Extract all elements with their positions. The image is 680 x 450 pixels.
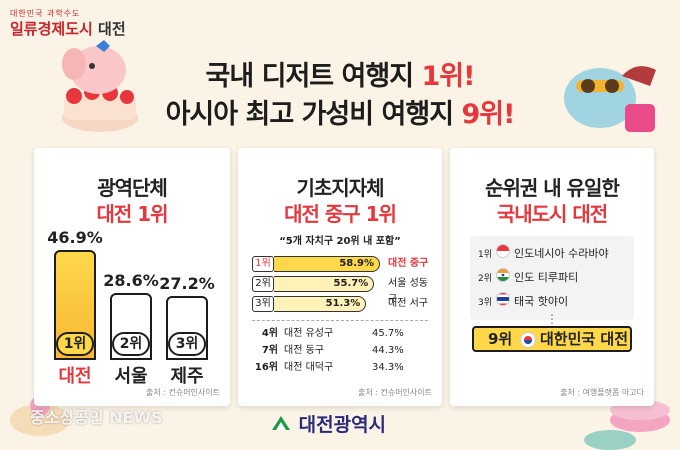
- category-label: 제주: [170, 366, 204, 387]
- card2-title-line2: 대전 중구 1위: [284, 202, 397, 226]
- card1-title-line2: 대전 1위: [96, 202, 168, 226]
- rank-label: 16위: [254, 362, 278, 373]
- country-row: 1위 인도네시아 수라바야: [478, 244, 609, 263]
- value-label: 44.3%: [372, 345, 404, 356]
- category-label: 서울: [114, 366, 148, 387]
- city-name: 인도 티루파티: [514, 270, 579, 284]
- rank-label: 7위: [261, 345, 278, 356]
- card3-title-line2: 국내도시 대전: [496, 202, 608, 226]
- card-local-government: 기초지자체 대전 중구 1위 “5개 자치구 20위 내 포함” 1위 58.9%…: [238, 148, 442, 406]
- thailand-flag-icon: [496, 292, 510, 311]
- value-bar: 58.9%: [274, 256, 381, 272]
- news-watermark: 중소상공인 NEWS: [30, 408, 163, 427]
- daejeon-city-logo: 대전광역시: [270, 410, 386, 437]
- district-name: 서울 성동구: [388, 278, 428, 305]
- headline-line-2-text: 아시아 최고 가성비 여행지: [165, 99, 454, 130]
- ranking-row: 4위 대전 유성구 45.7%: [254, 326, 434, 342]
- ranking-row: 3위 51.3% 대전 서구: [252, 296, 436, 312]
- value-label: 34.3%: [372, 362, 404, 373]
- district-name: 대전 대덕구: [284, 362, 334, 373]
- rank-label: 3위: [252, 296, 274, 312]
- value-label: 45.7%: [372, 328, 404, 339]
- card2-divider: [252, 320, 428, 321]
- ranking-row: 7위 대전 동구 44.3%: [254, 343, 434, 359]
- rank-label: 2위: [478, 273, 493, 284]
- ranking-row: 1위 58.9% 대전 중구: [252, 256, 436, 272]
- district-name: 대전 동구: [284, 345, 324, 356]
- ranking-row: 2위 55.7% 서울 성동구: [252, 276, 436, 305]
- card3-highlight-rank: 9위: [488, 330, 513, 348]
- rank-label: 3위: [478, 297, 493, 308]
- card3-highlight-name: 대한민국 대전: [540, 330, 629, 348]
- daejeon-city-logo-text: 대전광역시: [298, 414, 387, 436]
- brand-logo: 일류경제도시 대전: [10, 18, 126, 39]
- value-bar: 51.3%: [274, 296, 367, 312]
- india-flag-icon: [496, 268, 510, 287]
- rank-label: 1위: [252, 256, 274, 272]
- card2-subtitle: “5개 자치구 20위 내 포함”: [279, 236, 401, 247]
- rank-badge: 2위: [112, 332, 150, 356]
- ranking-row: 16위 대전 대덕구 34.3%: [254, 360, 434, 376]
- rank-badge: 1위: [56, 332, 94, 356]
- card2-source: 출처 : 컨슈머인사이트: [357, 388, 432, 397]
- brand-city: 대전: [98, 20, 126, 38]
- card3-title-line1: 순위권 내 유일한: [485, 176, 620, 200]
- country-row: 2위 인도 티루파티: [478, 268, 578, 287]
- korea-flag-icon: [520, 332, 536, 354]
- dessert-mascot-illustration: [62, 40, 138, 132]
- value-bar: 55.7%: [274, 276, 375, 292]
- brand-name: 일류경제도시: [10, 20, 93, 38]
- headline-line-2: 아시아 최고 가성비 여행지 9위!: [0, 92, 680, 131]
- daejeon-emblem-icon: [272, 416, 290, 430]
- rank-badge: 3위: [168, 332, 206, 356]
- district-name: 대전 서구: [388, 298, 428, 309]
- headline-line-2-rank: 9위!: [461, 99, 515, 130]
- card1-title-line1: 광역단체: [97, 176, 168, 200]
- city-name: 태국 핫야이: [514, 294, 569, 308]
- card3-ellipsis: ⋮: [546, 312, 558, 326]
- category-label: 대전: [58, 366, 92, 387]
- bar-value-label: 28.6%: [103, 270, 159, 290]
- card3-highlight-box: 9위 대한민국 대전: [472, 326, 632, 352]
- district-name: 대전 중구: [388, 258, 429, 269]
- card1-source: 출처 : 컨슈머인사이트: [145, 388, 220, 397]
- brand-tagline: 대한민국 과학수도: [10, 9, 81, 18]
- district-name: 대전 유성구: [284, 328, 334, 339]
- traveler-mascot-illustration: [564, 66, 656, 132]
- country-row: 3위 태국 핫야이: [478, 292, 568, 311]
- headline-line-1-text: 국내 디저트 여행지: [205, 61, 415, 92]
- card-asia-ranking: 순위권 내 유일한 국내도시 대전 1위 인도네시아 수라바야 2위 인도 티루파티 3…: [450, 148, 654, 406]
- bar-value-label: 46.9%: [47, 228, 103, 247]
- rank-label: 4위: [261, 328, 278, 339]
- card3-source: 출처 : 여행플랫폼 아고다: [560, 388, 644, 397]
- indonesia-flag-icon: [496, 244, 510, 263]
- rank-label: 1위: [478, 249, 493, 260]
- headline-line-1-rank: 1위!: [421, 61, 475, 92]
- macaron-illustration: [584, 400, 670, 450]
- bar-value-label: 27.2%: [159, 274, 215, 294]
- headline-line-1: 국내 디저트 여행지 1위!: [0, 54, 680, 93]
- city-name: 인도네시아 수라바야: [514, 246, 609, 260]
- rank-label: 2위: [252, 276, 274, 292]
- card2-title-line1: 기초지자체: [296, 176, 385, 200]
